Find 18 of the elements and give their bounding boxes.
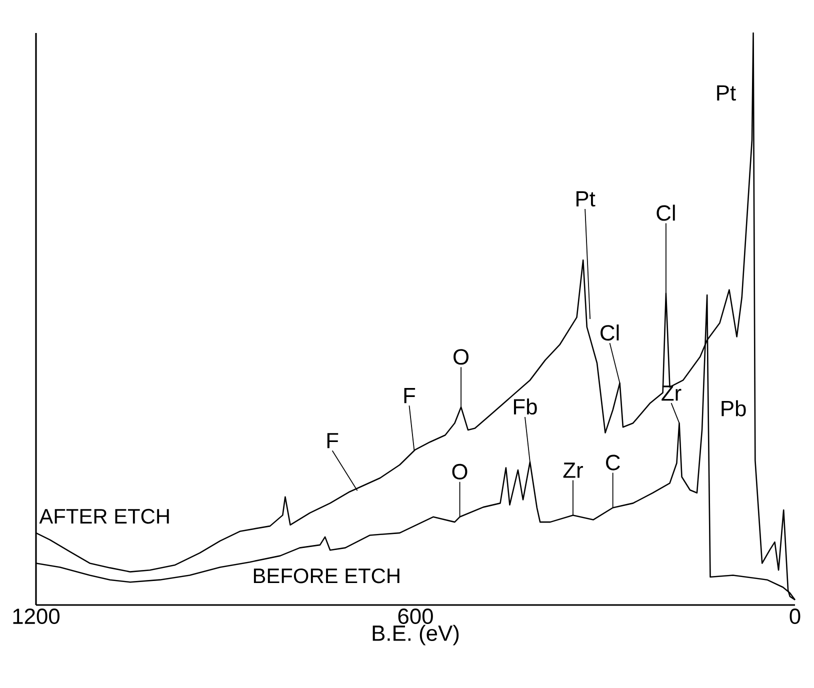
x-axis-title: B.E. (eV) [372,624,459,646]
annotation: Fb [514,398,537,415]
annotation: F [327,433,338,448]
series-label: BEFORE ETCH [254,568,400,584]
annotation: O [452,464,468,480]
annotation: O [454,349,469,365]
x-tick-label: 1200 [13,608,60,624]
annotation: Zr [563,462,583,478]
annotation: Pb [722,400,746,416]
annotation: C [606,454,620,470]
series-label: AFTER ETCH [39,508,169,524]
annotation: Pt [717,85,736,101]
x-tick-label: 600 [398,608,433,624]
x-tick-label: 0 [790,608,800,624]
annotation: Cl [600,324,619,341]
annotation: F [404,388,416,404]
annotation: Pt [576,191,596,207]
annotation: Cl [656,204,675,221]
